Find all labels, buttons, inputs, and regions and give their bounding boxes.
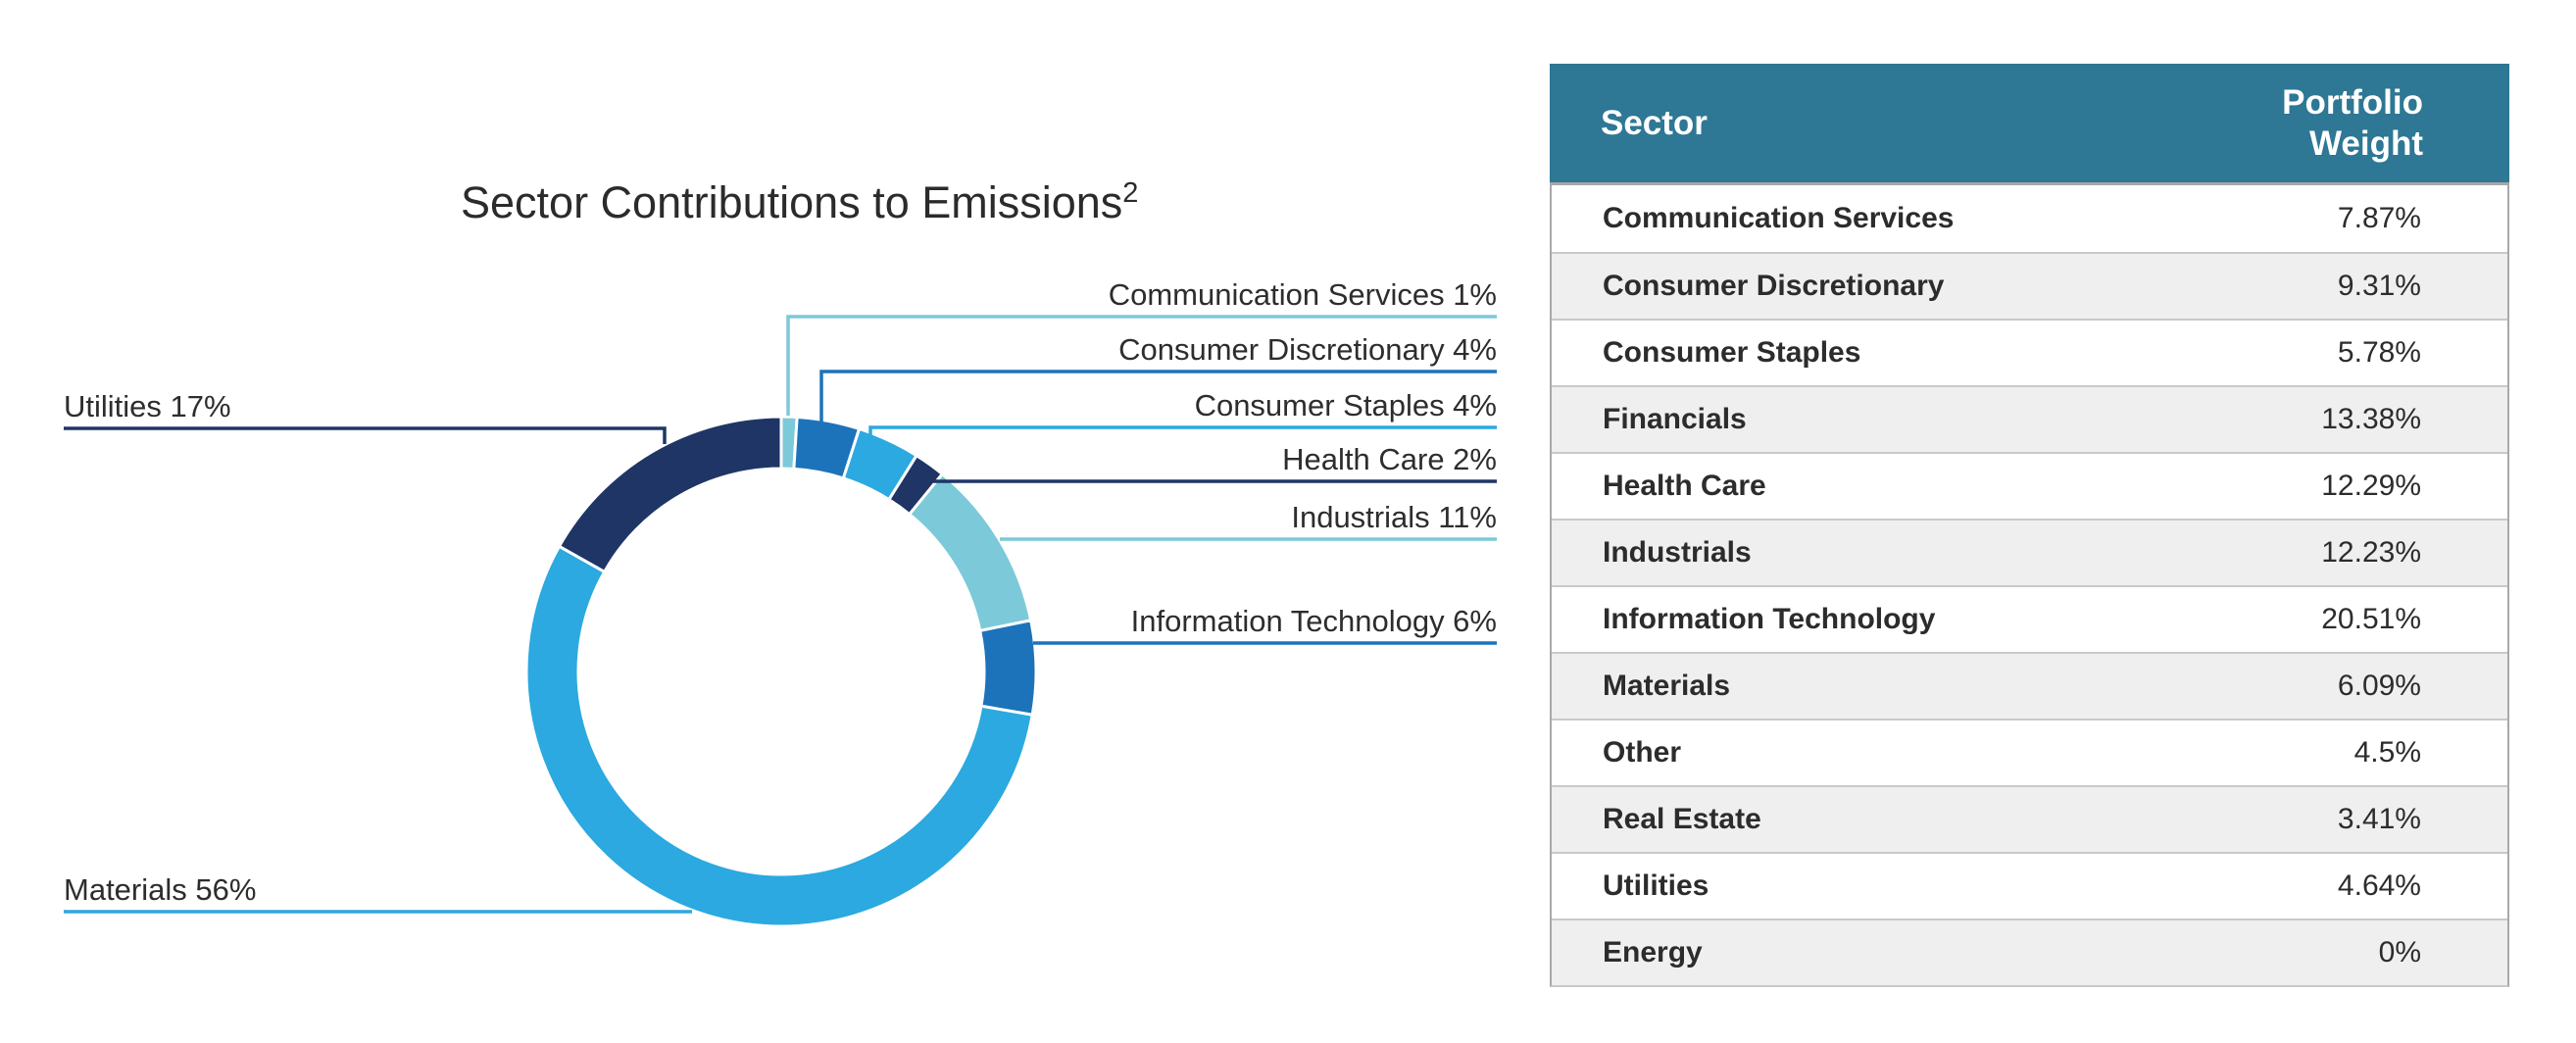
chart-title-text: Sector Contributions to Emissions [461, 177, 1123, 227]
donut-segment-materials [524, 544, 1034, 928]
portfolio-weight-value: 12.29% [2321, 470, 2421, 502]
donut-segment-utilities [557, 415, 783, 574]
portfolio-weight-table: Sector Portfolio Weight Communication Se… [1550, 64, 2509, 987]
portfolio-weight-value: 7.87% [2337, 202, 2421, 234]
sector-name: Materials [1603, 670, 1731, 702]
sector-name: Consumer Discretionary [1603, 270, 1945, 302]
portfolio-weight-value: 20.51% [2321, 603, 2421, 635]
table-row: Consumer Staples 5.78% [1552, 319, 2507, 385]
sector-name: Health Care [1603, 470, 1766, 502]
sector-name: Information Technology [1603, 603, 1936, 635]
sector-name: Consumer Staples [1603, 336, 1861, 369]
sector-name: Real Estate [1603, 803, 1761, 835]
callout-label-information-technology: Information Technology 6% [1130, 604, 1497, 638]
table-header-row: Sector Portfolio Weight [1550, 64, 2509, 185]
leader-line-utilities [64, 426, 667, 444]
sector-name: Utilities [1603, 869, 1709, 902]
callout-label-utilities: Utilities 17% [64, 389, 231, 423]
sector-name: Industrials [1603, 536, 1752, 569]
callout-label-communication-services: Communication Services 1% [1108, 277, 1497, 312]
portfolio-weight-value: 4.5% [2353, 736, 2421, 769]
table-row: Financials 13.38% [1552, 385, 2507, 452]
callout-label-consumer-discretionary: Consumer Discretionary 4% [1118, 332, 1497, 367]
sector-name: Energy [1603, 936, 1703, 968]
portfolio-weight-value: 4.64% [2337, 869, 2421, 902]
sector-name: Other [1603, 736, 1682, 769]
portfolio-weight-value: 5.78% [2337, 336, 2421, 369]
table-row: Real Estate 3.41% [1552, 785, 2507, 852]
donut-segment-information-technology [978, 619, 1038, 717]
leader-line-consumer-discretionary [819, 370, 1497, 422]
sector-name: Communication Services [1603, 202, 1955, 234]
callout-label-industrials: Industrials 11% [1291, 500, 1497, 534]
donut-chart [64, 315, 1497, 928]
leader-line-communication-services [786, 315, 1497, 416]
table-row: Materials 6.09% [1552, 652, 2507, 719]
table-header-portfolio-weight: Portfolio Weight [2282, 83, 2423, 163]
table-row: Communication Services 7.87% [1552, 185, 2507, 252]
table-row: Consumer Discretionary 9.31% [1552, 252, 2507, 319]
table-row: Industrials 12.23% [1552, 519, 2507, 585]
portfolio-weight-value: 13.38% [2321, 403, 2421, 435]
sector-name: Financials [1603, 403, 1747, 435]
portfolio-weight-value: 9.31% [2337, 270, 2421, 302]
table-row: Information Technology 20.51% [1552, 585, 2507, 652]
table-row: Other 4.5% [1552, 719, 2507, 785]
portfolio-weight-value: 0% [2378, 936, 2421, 968]
table-body: Communication Services 7.87% Consumer Dis… [1550, 185, 2509, 987]
chart-title: Sector Contributions to Emissions2 [461, 177, 1138, 228]
donut-segment-industrials [907, 472, 1033, 633]
portfolio-weight-value: 12.23% [2321, 536, 2421, 569]
portfolio-weight-value: 3.41% [2337, 803, 2421, 835]
callout-label-health-care: Health Care 2% [1282, 442, 1497, 476]
chart-title-footnote-marker: 2 [1122, 177, 1139, 209]
table-row: Utilities 4.64% [1552, 852, 2507, 919]
leader-line-consumer-staples [868, 425, 1497, 443]
portfolio-weight-value: 6.09% [2337, 670, 2421, 702]
callout-label-consumer-staples: Consumer Staples 4% [1194, 388, 1497, 422]
table-row: Energy 0% [1552, 919, 2507, 985]
table-header-sector: Sector [1601, 103, 1708, 142]
table-row: Health Care 12.29% [1552, 452, 2507, 519]
callout-label-materials: Materials 56% [64, 872, 257, 907]
